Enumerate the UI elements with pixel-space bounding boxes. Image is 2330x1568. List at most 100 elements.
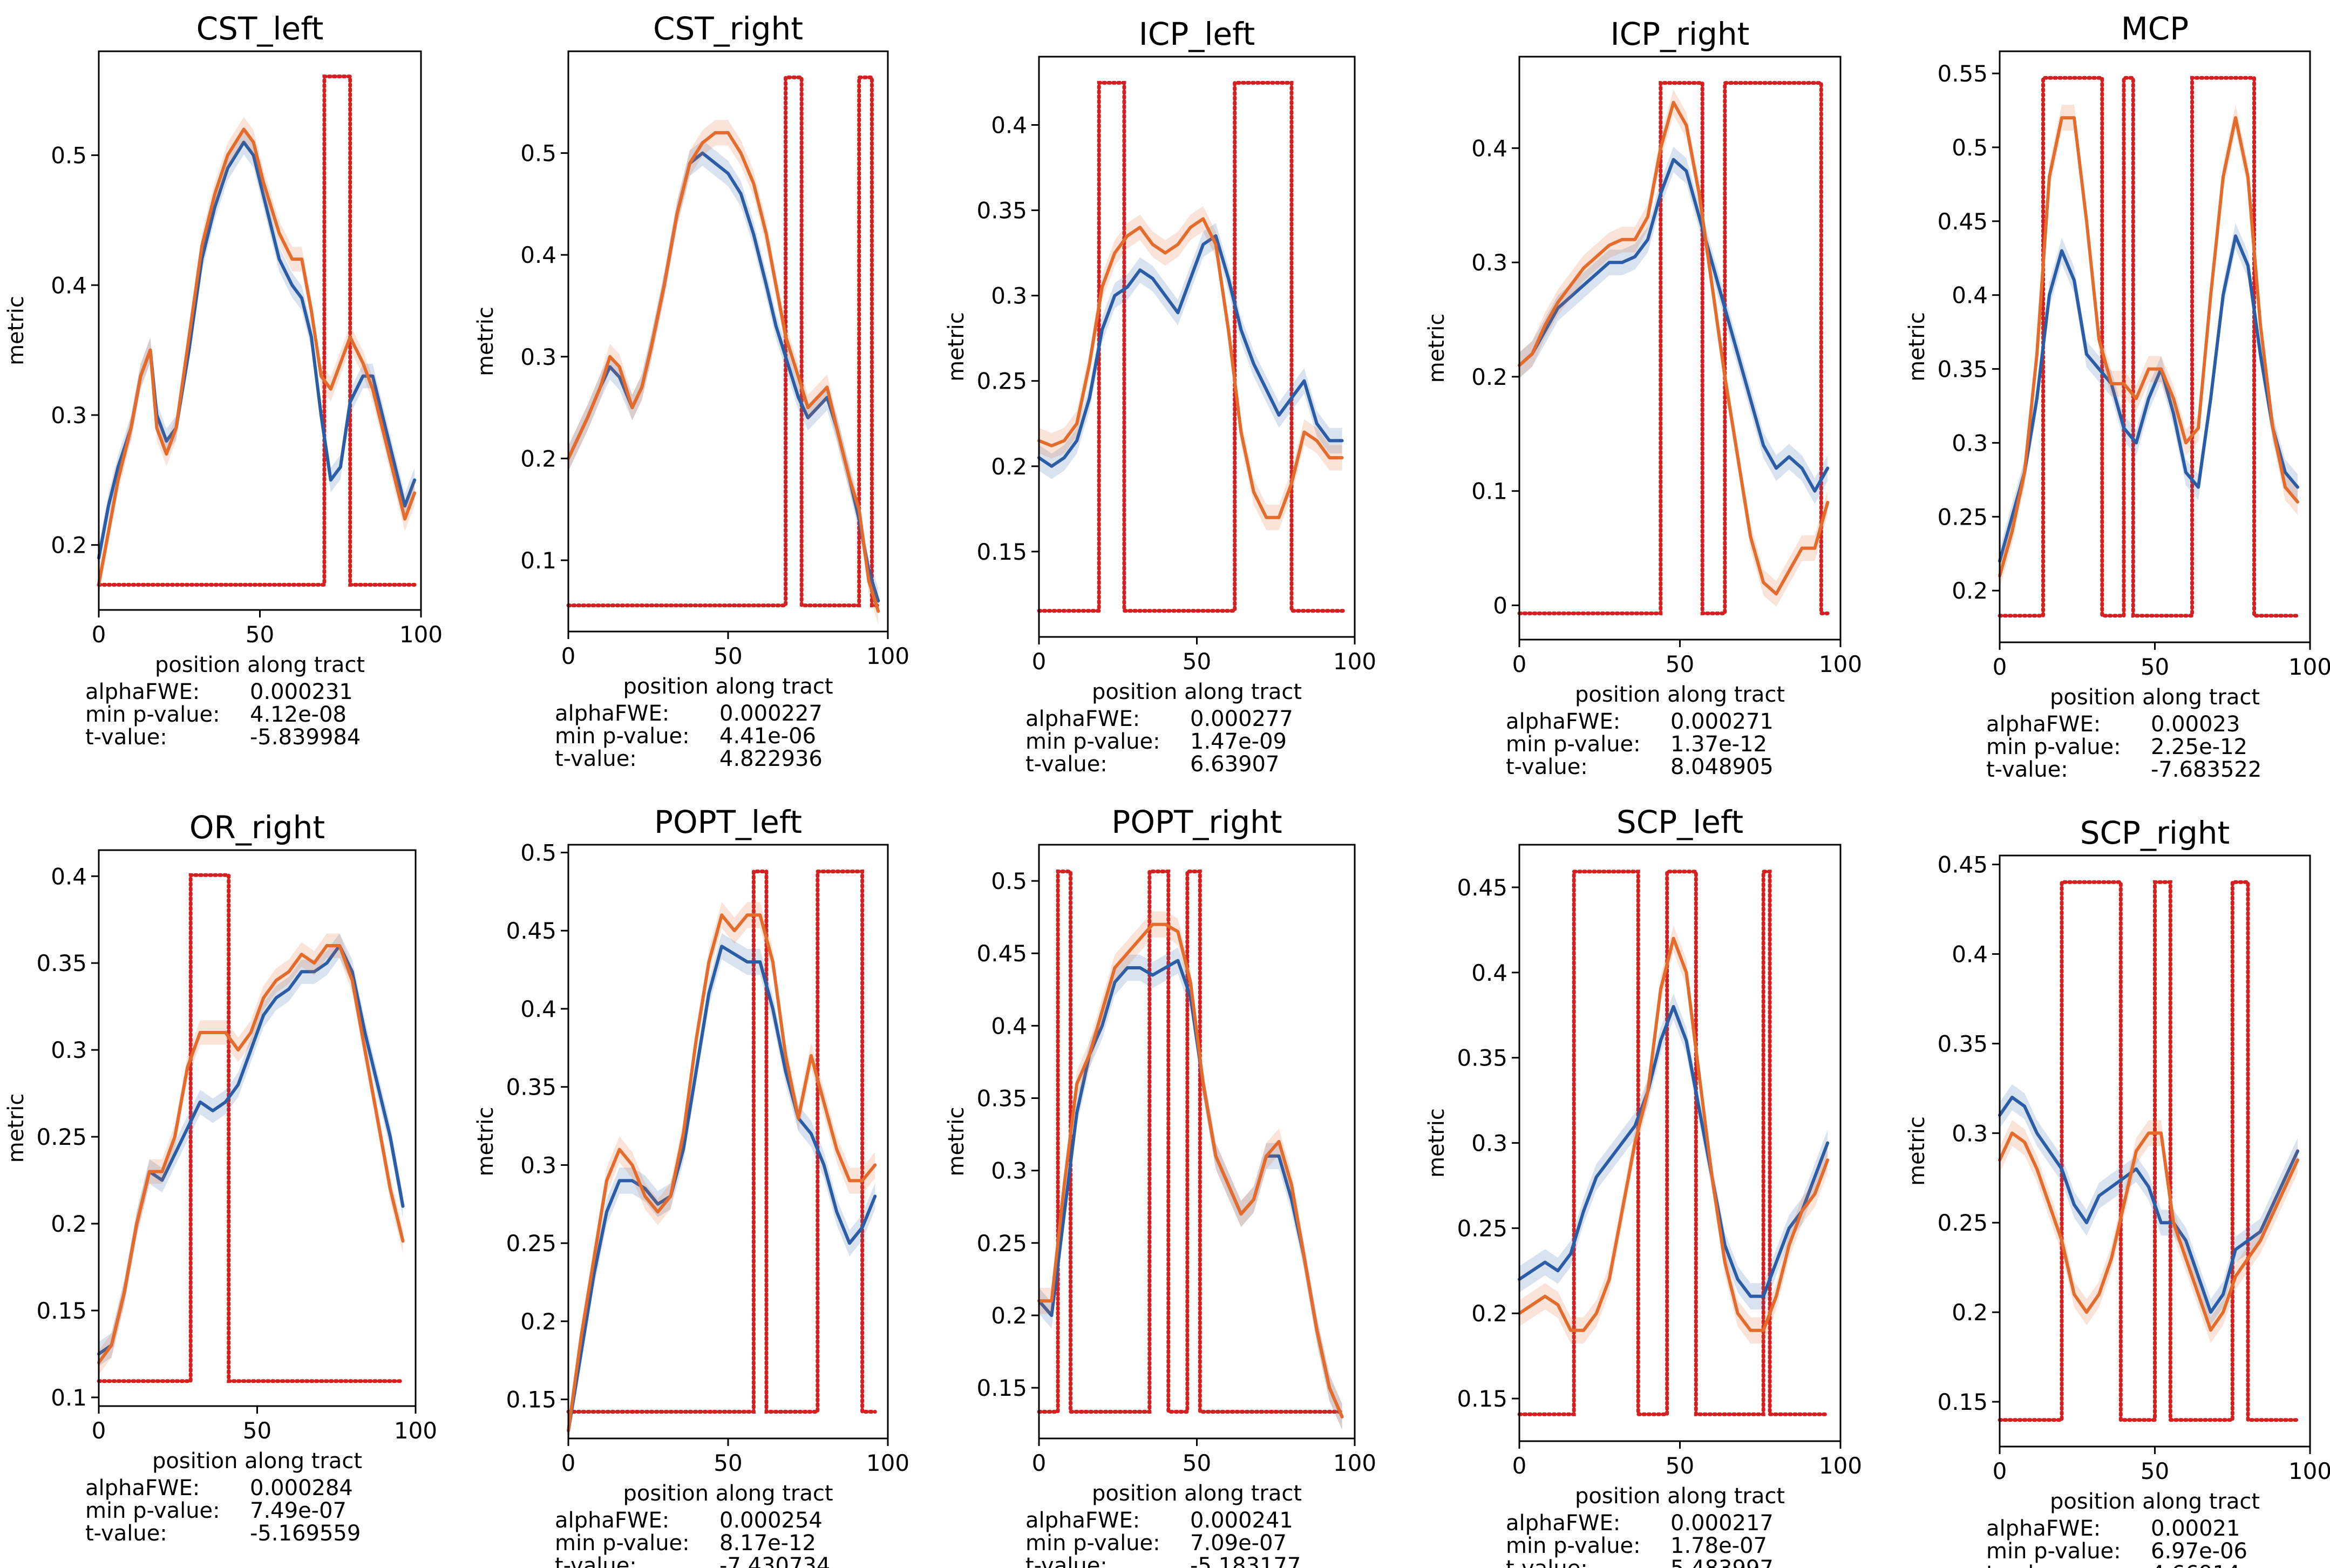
stat-alphafwe-label: alphaFWE: — [85, 1476, 200, 1501]
stat-t-value-label: t-value: — [1986, 757, 2068, 782]
stat-alphafwe-label: alphaFWE: — [1506, 709, 1620, 734]
significance-mask-line — [1037, 870, 1344, 1414]
y-tick-label: 0.3 — [1471, 1130, 1507, 1157]
y-tick-label: 0.1 — [1471, 478, 1507, 505]
series-line-blue — [1518, 158, 1830, 493]
stat-alphafwe-label: alphaFWE: — [1986, 1516, 2101, 1541]
confidence-band-blue — [568, 140, 879, 614]
stat-t-value-label: t-value: — [85, 725, 167, 750]
chart-panel-CST_left: CST_left 0.2 0.3 0.4 0.5 0 50 100 position along… — [4, 10, 443, 750]
confidence-band-blue — [1519, 993, 1828, 1309]
stat-t-value-value: -5.839984 — [250, 725, 361, 750]
stat-min-p-value-label: min p-value: — [85, 702, 220, 727]
plot-frame — [1518, 56, 1842, 641]
stat-t-value-value: -5.169559 — [250, 1521, 361, 1546]
series-line-orange — [1518, 936, 1830, 1332]
y-axis-label: metric — [1905, 1116, 1930, 1186]
y-tick-label: 0.1 — [520, 547, 556, 574]
chart-panel-MCP: MCP 0.2 0.25 0.3 0.35 0.4 0.45 0.5 0.55 0 50 100 pos… — [1905, 10, 2330, 782]
x-tick-label: 50 — [1666, 1452, 1694, 1479]
series-line-orange — [97, 127, 417, 586]
series-line-orange — [567, 131, 880, 613]
confidence-band-blue — [2000, 1084, 2298, 1326]
chart-title: OR_right — [189, 809, 325, 846]
y-tick-label: 0.35 — [506, 1074, 556, 1101]
x-axis-label: position along tract — [2050, 685, 2260, 710]
significance-mask-line — [97, 873, 405, 1383]
chart-panel-SCP_right: SCP_right 0.15 0.2 0.25 0.3 0.35 0.4 0.45 0 50 100… — [1905, 814, 2330, 1568]
stat-alphafwe-value: 0.000277 — [1190, 707, 1293, 731]
stat-t-value-label: t-value: — [555, 1553, 637, 1568]
stat-t-value-value: 6.63907 — [1190, 752, 1279, 777]
y-tick-label: 0.45 — [1937, 208, 1988, 235]
x-tick-label: 100 — [1333, 1450, 1376, 1476]
stat-alphafwe-label: alphaFWE: — [555, 1508, 669, 1533]
x-tick-label: 0 — [1032, 648, 1047, 675]
y-tick-label: 0.55 — [1937, 60, 1988, 87]
confidence-band-blue — [1039, 947, 1342, 1430]
stat-min-p-value-label: min p-value: — [555, 1531, 690, 1556]
x-tick-label: 0 — [1512, 1452, 1527, 1479]
y-tick-label: 0.5 — [520, 140, 556, 167]
stat-t-value-value: -5.183177 — [1190, 1553, 1301, 1568]
y-axis-label: metric — [473, 307, 498, 376]
stat-alphafwe-label: alphaFWE: — [555, 701, 669, 726]
confidence-band-orange — [99, 117, 415, 596]
stat-min-p-value-label: min p-value: — [1986, 735, 2121, 759]
confidence-band-orange — [99, 933, 403, 1375]
y-tick-label: 0.2 — [991, 1302, 1027, 1329]
y-tick-label: 0.25 — [506, 1230, 556, 1257]
x-tick-label: 0 — [1512, 651, 1527, 677]
stat-min-p-value-value: 1.37e-12 — [1670, 732, 1767, 757]
chart-title: SCP_left — [1616, 804, 1743, 840]
y-tick-label: 0.15 — [36, 1298, 87, 1324]
x-axis-label: position along tract — [1092, 1481, 1302, 1506]
y-tick-label: 0.2 — [520, 1308, 556, 1335]
significance-mask-line — [97, 74, 417, 587]
series-line-orange — [1037, 217, 1344, 519]
x-tick-label: 100 — [1819, 1452, 1862, 1479]
plot-frame — [1038, 844, 1356, 1440]
y-tick-label: 0.15 — [1457, 1386, 1507, 1412]
stat-min-p-value-value: 7.09e-07 — [1190, 1531, 1287, 1556]
x-tick-label: 50 — [246, 621, 274, 648]
y-tick-label: 0.3 — [991, 283, 1027, 309]
y-tick-label: 0.15 — [976, 539, 1027, 565]
x-tick-label: 100 — [2288, 1458, 2330, 1484]
x-tick-label: 100 — [866, 1450, 909, 1476]
y-axis-label: metric — [1424, 314, 1449, 383]
y-tick-label: 0.15 — [1937, 1389, 1988, 1415]
series-line-blue — [567, 945, 877, 1433]
series-line-orange — [1037, 922, 1344, 1418]
y-tick-label: 0.3 — [51, 1037, 87, 1063]
significance-mask-line — [1037, 80, 1347, 613]
y-tick-label: 0.45 — [506, 918, 556, 944]
x-tick-label: 50 — [1183, 1450, 1211, 1476]
stat-alphafwe-value: 0.00021 — [2151, 1516, 2240, 1541]
chart-title: ICP_left — [1139, 16, 1255, 52]
stat-t-value-value: 4.822936 — [719, 746, 823, 771]
x-tick-label: 0 — [92, 621, 106, 648]
x-axis-label: position along tract — [623, 674, 833, 699]
chart-title: CST_right — [653, 10, 803, 47]
series-line-orange — [567, 913, 877, 1433]
significance-mask-line — [1517, 870, 1830, 1416]
confidence-band-orange — [1039, 206, 1342, 531]
y-tick-label: 0.3 — [1471, 249, 1507, 276]
y-tick-label: 0.2 — [991, 453, 1027, 480]
stat-alphafwe-label: alphaFWE: — [1986, 712, 2101, 737]
x-axis-label: position along tract — [2050, 1489, 2260, 1514]
chart-panel-POPT_left: POPT_left 0.15 0.2 0.25 0.3 0.35 0.4 0.45 0.5 0 50… — [473, 804, 909, 1568]
stat-min-p-value-label: min p-value: — [1025, 729, 1160, 754]
stat-min-p-value-value: 4.12e-08 — [250, 702, 347, 727]
y-tick-label: 0.2 — [51, 1211, 87, 1237]
chart-title: ICP_right — [1611, 16, 1750, 52]
y-tick-label: 0.25 — [1937, 1210, 1988, 1236]
y-tick-label: 0.15 — [506, 1387, 556, 1413]
chart-title: CST_left — [196, 10, 324, 47]
y-axis-label: metric — [473, 1107, 498, 1177]
stat-t-value-label: t-value: — [1506, 755, 1588, 779]
series-line-orange — [97, 944, 405, 1365]
stat-alphafwe-value: 0.00023 — [2151, 712, 2240, 737]
y-tick-label: 0.35 — [1457, 1045, 1507, 1071]
